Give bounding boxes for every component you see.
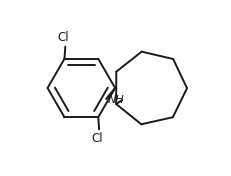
Text: NH: NH	[107, 95, 124, 105]
Text: Cl: Cl	[91, 132, 103, 145]
Text: Cl: Cl	[58, 31, 69, 44]
